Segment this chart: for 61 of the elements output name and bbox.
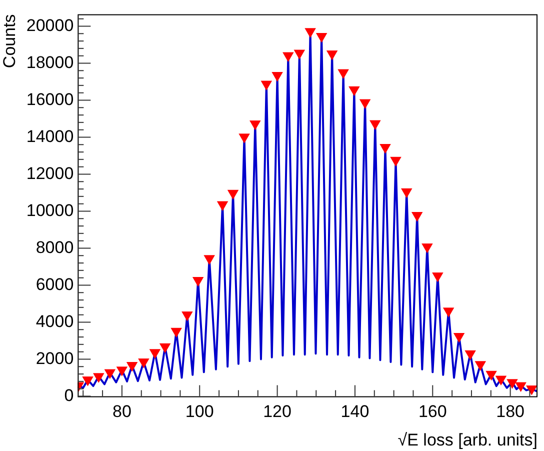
- point: [496, 376, 506, 384]
- point: [218, 201, 228, 210]
- point: [117, 366, 127, 376]
- point: [476, 361, 486, 370]
- point: [272, 72, 282, 81]
- y-tick-label: 2000: [36, 348, 74, 368]
- y-axis-title: Counts: [0, 14, 19, 68]
- point: [82, 376, 93, 386]
- x-tick-label: 180: [496, 402, 524, 422]
- point: [516, 382, 526, 391]
- point: [160, 343, 170, 352]
- point: [454, 333, 464, 342]
- point: [349, 86, 360, 96]
- x-axis-title: √E loss [arb. units]: [398, 430, 538, 450]
- y-tick-label: 16000: [26, 90, 74, 109]
- point: [422, 243, 432, 252]
- point: [105, 369, 115, 378]
- x-tick-label: 100: [185, 402, 214, 422]
- point: [228, 190, 238, 199]
- point: [294, 50, 304, 59]
- point: [390, 156, 401, 166]
- y-tick-label: 18000: [26, 52, 74, 72]
- x-tick-label: 160: [418, 402, 447, 422]
- x-tick-label: 80: [112, 402, 132, 422]
- point: [316, 32, 326, 42]
- point: [526, 386, 537, 394]
- point: [150, 349, 160, 358]
- y-tick-label: 20000: [26, 16, 74, 35]
- point: [486, 370, 496, 380]
- point: [412, 212, 422, 221]
- point: [444, 308, 454, 316]
- point: [338, 69, 348, 78]
- point: [370, 120, 380, 130]
- point: [432, 272, 443, 282]
- y-tick-label: 4000: [36, 312, 74, 331]
- y-tick-label: 0: [64, 386, 74, 405]
- point: [171, 328, 182, 337]
- y-tick-label: 8000: [36, 238, 74, 257]
- y-tick-label: 12000: [26, 164, 74, 183]
- y-tick-label: 14000: [26, 126, 74, 146]
- point: [465, 350, 476, 360]
- point: [380, 144, 390, 153]
- point: [305, 28, 316, 37]
- point: [127, 362, 137, 371]
- x-tick-label: 140: [340, 402, 370, 422]
- y-tick-label: 10000: [26, 200, 74, 220]
- point: [327, 50, 337, 60]
- point: [138, 358, 149, 368]
- point: [182, 312, 192, 320]
- y-tick-label: 6000: [36, 274, 74, 294]
- point: [360, 99, 370, 108]
- point: [262, 80, 272, 90]
- x-tick-label: 120: [263, 402, 292, 422]
- point: [402, 188, 412, 198]
- point: [250, 120, 260, 130]
- point: [507, 379, 518, 388]
- point: [94, 373, 104, 382]
- point: [283, 52, 294, 61]
- point: [193, 276, 203, 286]
- point: [204, 255, 214, 264]
- point: [239, 134, 250, 142]
